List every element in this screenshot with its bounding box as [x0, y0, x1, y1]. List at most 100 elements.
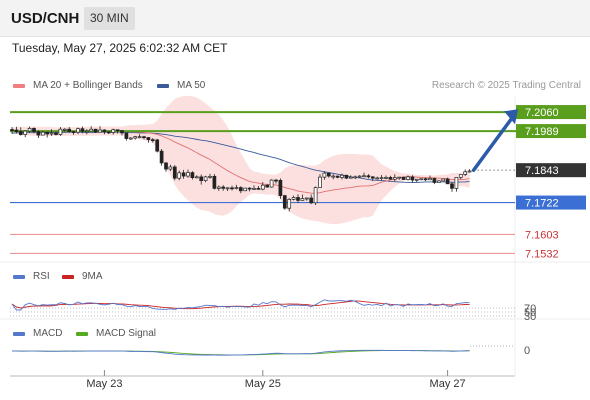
- candle-body: [177, 172, 182, 179]
- candle-body: [300, 198, 305, 201]
- candle-body: [230, 187, 234, 190]
- candle-body: [269, 179, 274, 188]
- candle-body: [247, 187, 252, 190]
- candle-body: [133, 136, 138, 139]
- candle-body: [36, 131, 41, 136]
- price-level-label: 7.2060: [525, 107, 559, 119]
- candle-body: [406, 176, 410, 180]
- candle-body: [212, 175, 217, 189]
- legend-ma50: MA 50: [157, 80, 205, 91]
- candle-body: [278, 179, 283, 196]
- candle-body: [80, 128, 85, 132]
- candle-body: [252, 188, 256, 190]
- candle-body: [45, 131, 50, 135]
- candle-body: [238, 187, 243, 192]
- candle-body: [40, 131, 45, 136]
- legend-ma50-swatch: [157, 83, 169, 88]
- candle-body: [296, 197, 300, 201]
- candle-body: [287, 198, 292, 209]
- candle-body: [357, 175, 362, 178]
- candle-body: [115, 129, 120, 132]
- candle-body: [58, 128, 63, 135]
- legend-rsi-swatch: [13, 274, 25, 279]
- price-tag: [516, 124, 586, 139]
- legend-ma20-swatch: [13, 83, 25, 88]
- candle-body: [146, 137, 151, 140]
- candle-body: [362, 175, 366, 178]
- legend-macd: MACD: [13, 328, 62, 339]
- candle-body: [291, 197, 296, 200]
- candle-body: [432, 178, 437, 183]
- candle-body: [32, 128, 36, 132]
- candle-body: [76, 128, 80, 133]
- candle-body: [335, 175, 340, 178]
- candle-body: [331, 175, 336, 178]
- candle-body: [436, 180, 441, 183]
- legend-macd-signal: MACD Signal: [76, 328, 156, 339]
- candle-body: [384, 177, 388, 179]
- candle-body: [441, 178, 446, 182]
- candle-body: [181, 172, 186, 177]
- copyright-notice: Research © 2025 Trading Central: [431, 80, 581, 91]
- candle-body: [428, 178, 432, 181]
- candle-body: [353, 176, 358, 179]
- macd-zero-label: 0: [524, 345, 530, 357]
- candle-body: [49, 132, 54, 135]
- candle-body: [102, 129, 107, 133]
- legend-9ma: 9MA: [62, 271, 103, 282]
- price-tag: [516, 195, 586, 210]
- rsi-9ma-line: [11, 300, 470, 310]
- legend-macd-signal-label: MACD Signal: [96, 328, 157, 339]
- candle-body: [340, 174, 344, 178]
- candle-body: [142, 136, 146, 139]
- projection-arrow: [471, 113, 516, 172]
- candle-body: [234, 187, 239, 189]
- candle-body: [221, 186, 226, 189]
- candle-body: [10, 129, 14, 131]
- candle-body: [54, 132, 58, 135]
- candle-body: [401, 176, 406, 180]
- candle-body: [397, 176, 402, 179]
- macd-line: [11, 349, 470, 356]
- candle-body: [467, 170, 472, 173]
- legend-rsi-label: RSI: [33, 271, 50, 282]
- candle-body: [309, 197, 314, 204]
- candle-body: [326, 172, 331, 177]
- candle-body: [199, 176, 204, 181]
- candle-body: [137, 136, 142, 139]
- price-tag: [516, 163, 586, 178]
- candle-body: [155, 139, 160, 152]
- candle-body: [120, 130, 124, 134]
- candle-body: [164, 162, 168, 170]
- candle-body: [89, 128, 94, 132]
- candle-body: [375, 177, 380, 180]
- candle-body: [71, 131, 76, 133]
- candle-body: [265, 184, 270, 188]
- time-tick-label: May 27: [430, 378, 466, 390]
- candle-body: [14, 129, 19, 132]
- candle-body: [23, 130, 28, 135]
- candle-body: [225, 187, 230, 190]
- time-tick-label: May 23: [86, 378, 122, 390]
- candle-body: [256, 188, 261, 190]
- candle-body: [62, 128, 67, 131]
- legend-macd-swatch: [13, 331, 25, 336]
- candle-body: [260, 184, 265, 190]
- candle-body: [419, 178, 424, 181]
- candle-body: [274, 179, 278, 182]
- rsi-line: [11, 299, 470, 311]
- candle-body: [344, 174, 349, 179]
- candle-body: [379, 177, 384, 180]
- candle-body: [348, 176, 353, 179]
- candle-body: [203, 176, 208, 181]
- candle-body: [318, 176, 322, 188]
- timeframe-button[interactable]: 30 MIN: [84, 7, 135, 30]
- candle-body: [106, 131, 111, 134]
- candle-body: [18, 131, 23, 135]
- candle-body: [186, 172, 190, 177]
- legend-macd-label: MACD: [33, 328, 63, 339]
- candle-body: [366, 175, 371, 178]
- candle-body: [172, 166, 177, 179]
- price-level-label: 7.1532: [525, 248, 559, 260]
